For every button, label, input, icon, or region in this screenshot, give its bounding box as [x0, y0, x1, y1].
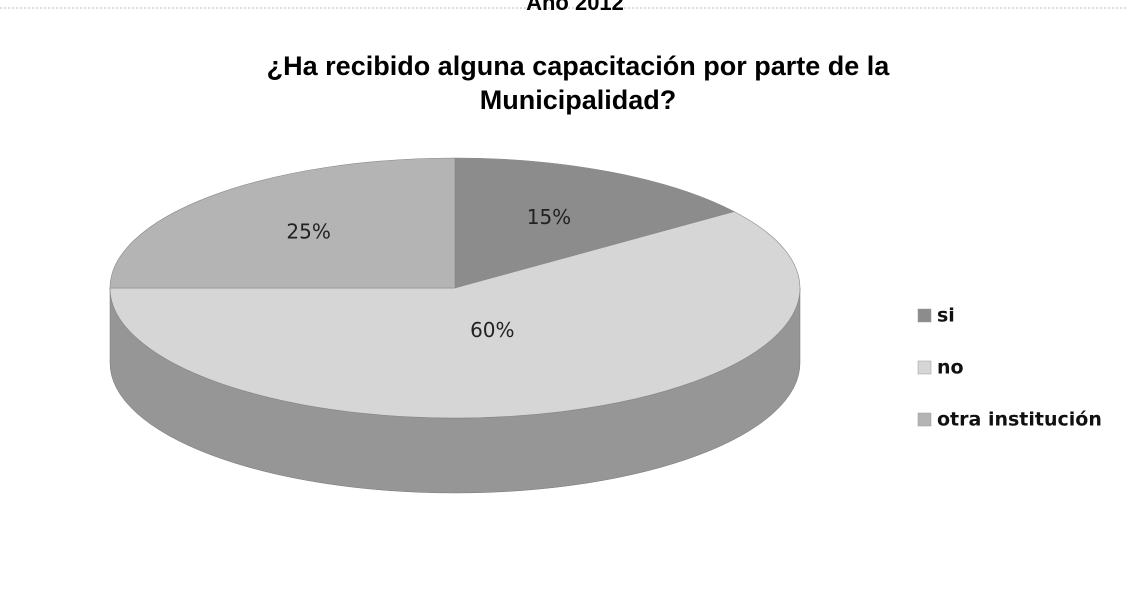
legend-label: no	[937, 357, 964, 379]
legend-swatch	[917, 308, 932, 323]
data-label: 25%	[286, 219, 330, 243]
legend: si no otra institución	[917, 305, 1102, 431]
slice	[109, 157, 456, 289]
legend-swatch	[917, 360, 932, 375]
legend-label: otra institución	[937, 409, 1102, 431]
chart-title: ¿Ha recibido alguna capacitación por par…	[267, 51, 891, 115]
legend-swatch	[917, 412, 932, 427]
data-label: 60%	[470, 318, 514, 342]
slice	[109, 211, 801, 419]
data-label: 15%	[527, 205, 571, 229]
slice	[454, 157, 735, 289]
chart-title-group: ¿Ha recibido alguna capacitación por par…	[267, 51, 891, 115]
chart-subtitle: Año 2012	[526, 0, 624, 15]
pie: 15% 60% 25%	[109, 157, 801, 494]
legend-label: si	[937, 305, 955, 327]
